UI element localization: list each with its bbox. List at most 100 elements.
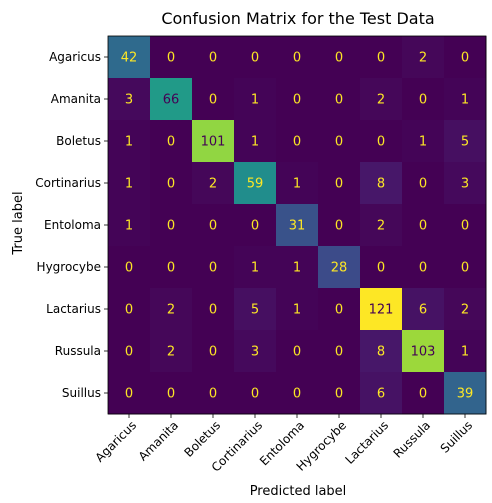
heatmap-cell — [108, 162, 151, 205]
heatmap-cell — [108, 36, 151, 79]
heatmap-cell — [318, 78, 361, 121]
heatmap-cell — [444, 162, 487, 205]
heatmap-cell-value: 2 — [167, 303, 175, 318]
heatmap-cell-value: 1 — [461, 345, 469, 360]
heatmap-cell-value: 0 — [335, 51, 343, 66]
heatmap-cell-value: 0 — [419, 93, 427, 108]
y-tick-label: Suillus — [62, 386, 101, 400]
heatmap-cell-value: 0 — [377, 135, 385, 150]
heatmap-cell — [444, 204, 487, 247]
heatmap-cell — [150, 36, 193, 79]
heatmap-cell-value: 1 — [251, 261, 259, 276]
heatmap-cell-value: 0 — [167, 177, 175, 192]
heatmap-cell — [276, 372, 319, 415]
heatmap-cell — [276, 162, 319, 205]
heatmap-cell-value: 103 — [411, 345, 436, 360]
heatmap-cell — [318, 330, 361, 373]
heatmap-cell-value: 0 — [335, 387, 343, 402]
heatmap-cell-value: 0 — [461, 51, 469, 66]
heatmap-cell — [444, 330, 487, 373]
y-tick-label: Cortinarius — [35, 176, 101, 190]
heatmap-cell-value: 1 — [125, 177, 133, 192]
heatmap-cell-value: 0 — [251, 219, 259, 234]
y-tick-label: Hygrocybe — [37, 260, 101, 274]
heatmap-cell — [402, 204, 445, 247]
heatmap-cell-value: 0 — [251, 51, 259, 66]
heatmap-cell-value: 0 — [167, 135, 175, 150]
heatmap-cell — [276, 36, 319, 79]
heatmap-cell — [150, 288, 193, 331]
heatmap-cell-value: 0 — [335, 177, 343, 192]
heatmap-cell — [444, 120, 487, 163]
heatmap-cell — [150, 330, 193, 373]
heatmap-cell — [360, 288, 403, 331]
heatmap-cell — [234, 120, 277, 163]
x-tick-label: Agaricus — [93, 418, 140, 465]
heatmap-cell — [234, 78, 277, 121]
heatmap-cell — [234, 288, 277, 331]
x-tick-label: Boletus — [182, 418, 224, 460]
heatmap-cell — [318, 162, 361, 205]
heatmap-cell-value: 66 — [163, 93, 180, 108]
y-tick-label: Lactarius — [46, 302, 101, 316]
heatmap-cell — [402, 246, 445, 289]
heatmap-cell — [234, 330, 277, 373]
heatmap-cell-value: 0 — [461, 261, 469, 276]
x-tick-label: Lactarius — [342, 418, 391, 467]
heatmap-cell-value: 0 — [377, 261, 385, 276]
heatmap-cell — [360, 330, 403, 373]
heatmap-cell-value: 0 — [293, 345, 301, 360]
heatmap-cell — [108, 372, 151, 415]
heatmap-cell — [192, 162, 235, 205]
heatmap-cell-value: 0 — [419, 261, 427, 276]
heatmap-cell-value: 121 — [369, 303, 394, 318]
heatmap-cell — [192, 288, 235, 331]
heatmap-cell — [276, 204, 319, 247]
heatmap-cell — [108, 246, 151, 289]
heatmap-cell — [192, 120, 235, 163]
heatmap-cell-value: 0 — [419, 177, 427, 192]
heatmap-cell — [150, 204, 193, 247]
heatmap-cell — [402, 36, 445, 79]
heatmap-cell-value: 3 — [251, 345, 259, 360]
heatmap-cell — [444, 246, 487, 289]
heatmap-cell — [150, 78, 193, 121]
heatmap-cell — [444, 288, 487, 331]
heatmap-cell-value: 0 — [167, 387, 175, 402]
heatmap-cell-value: 0 — [335, 93, 343, 108]
heatmap-cell — [360, 36, 403, 79]
y-axis-label: True label — [11, 191, 26, 255]
heatmap-cell-value: 0 — [419, 387, 427, 402]
heatmap-cell — [234, 372, 277, 415]
heatmap-cell-value: 0 — [377, 51, 385, 66]
heatmap-cell — [234, 36, 277, 79]
heatmap-cell-value: 2 — [461, 303, 469, 318]
heatmap-cell — [108, 204, 151, 247]
heatmap-cell-value: 0 — [209, 261, 217, 276]
x-tick-label: Russula — [391, 418, 434, 461]
y-tick-label: Boletus — [56, 134, 101, 148]
heatmap-cell-value: 0 — [293, 51, 301, 66]
heatmap-cell-value: 1 — [125, 219, 133, 234]
heatmap-cell — [234, 246, 277, 289]
heatmap-cell-value: 0 — [335, 219, 343, 234]
y-axis-ticks: Agaricus Amanita Boletus Cortinarius Entolom… — [35, 50, 108, 400]
heatmap-cell — [276, 330, 319, 373]
heatmap-cell-value: 6 — [419, 303, 427, 318]
heatmap-cell-value: 1 — [251, 135, 259, 150]
heatmap-cell — [192, 204, 235, 247]
heatmap-cell-value: 0 — [209, 303, 217, 318]
heatmap-cell — [444, 78, 487, 121]
heatmap-cell-value: 1 — [293, 303, 301, 318]
heatmap-cell-value: 1 — [461, 93, 469, 108]
heatmap-cell — [402, 120, 445, 163]
heatmap-cell — [192, 372, 235, 415]
heatmap-cell-value: 3 — [461, 177, 469, 192]
y-tick-label: Entoloma — [44, 218, 101, 232]
heatmap-cell — [192, 78, 235, 121]
heatmap-cell-value: 28 — [331, 261, 348, 276]
heatmap-cell-value: 0 — [335, 345, 343, 360]
heatmap-cell — [234, 204, 277, 247]
heatmap-cell-value: 0 — [293, 93, 301, 108]
